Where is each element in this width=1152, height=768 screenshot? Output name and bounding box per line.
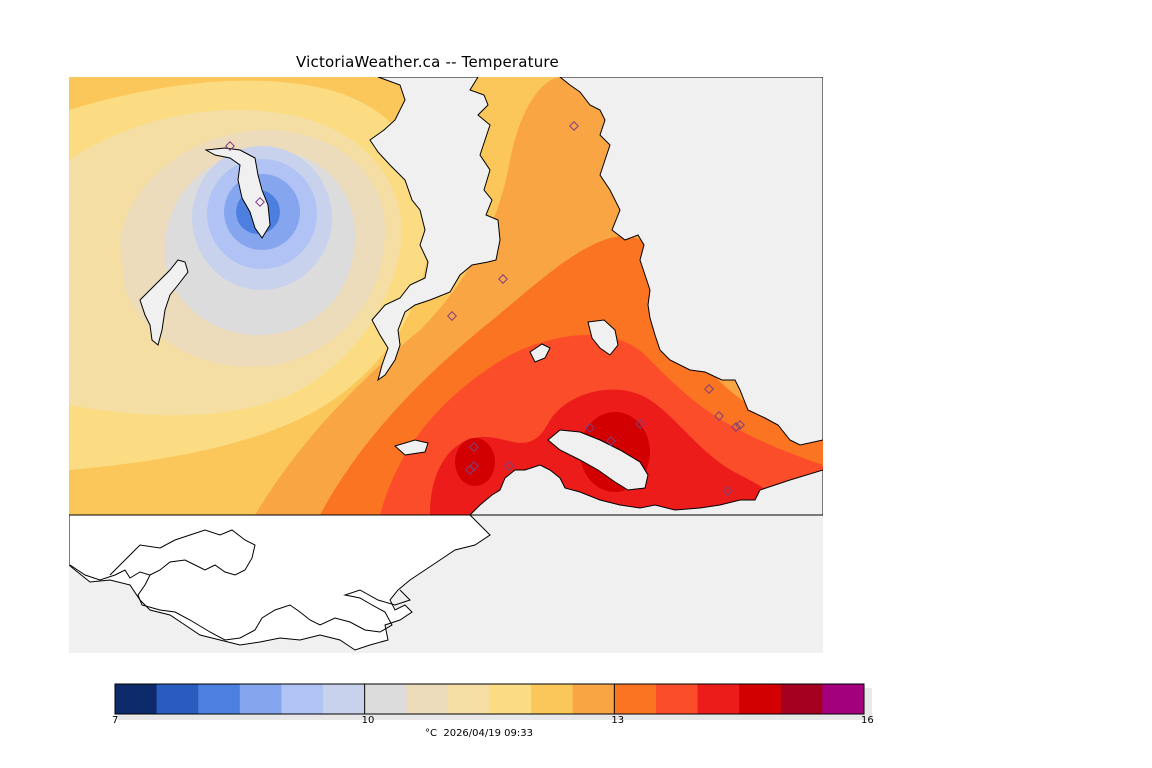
west-inlet-water xyxy=(139,259,189,346)
station-marker xyxy=(635,419,645,429)
station-marker xyxy=(255,197,265,207)
colorbar-swatch xyxy=(281,684,324,714)
island-coastline xyxy=(69,564,411,641)
colorbar-tick-label: 13 xyxy=(611,715,625,726)
juan-de-fuca-water xyxy=(468,464,823,516)
colorbar-swatch xyxy=(364,684,407,714)
colorbar-swatch xyxy=(406,684,449,714)
colorbar-swatch xyxy=(115,684,158,714)
saanich-inlet-water xyxy=(369,77,501,382)
colorbar-swatch xyxy=(572,684,615,714)
colorbar-swatch xyxy=(780,684,823,714)
map-title: VictoriaWeather.ca -- Temperature xyxy=(296,53,559,71)
colorbar-tick-label: 7 xyxy=(112,715,119,726)
contour-15-west xyxy=(455,438,495,486)
colorbar-tick-label: 10 xyxy=(361,715,375,726)
station-marker xyxy=(465,465,475,475)
colorbar-swatches xyxy=(115,684,865,714)
colorbar-tick-label: 16 xyxy=(861,715,874,726)
colorbar-swatch xyxy=(156,684,199,714)
station-marker xyxy=(735,420,745,430)
colorbar-ticks xyxy=(114,684,865,714)
colorbar-swatch xyxy=(739,684,782,714)
station-marker xyxy=(225,141,235,151)
station-marker xyxy=(569,121,579,131)
north-lake-water xyxy=(204,147,271,239)
station-marker xyxy=(723,486,733,496)
station-marker xyxy=(498,274,508,284)
colorbar-swatch xyxy=(531,684,574,714)
station-marker xyxy=(504,461,514,471)
colorbar-swatch xyxy=(447,684,490,714)
station-marker xyxy=(447,311,457,321)
station-marker xyxy=(585,423,595,433)
lake-1 xyxy=(587,319,619,356)
water-overlay xyxy=(139,77,823,516)
island-coastline-2 xyxy=(109,529,256,576)
lake-2 xyxy=(529,343,551,363)
colorbar-swatch xyxy=(323,684,366,714)
colorbar-swatch xyxy=(239,684,282,714)
station-marker xyxy=(714,411,724,421)
station-marker xyxy=(469,442,479,452)
station-marker xyxy=(606,436,616,446)
colorbar-swatch xyxy=(198,684,241,714)
colorbar-swatch xyxy=(489,684,532,714)
weather-stations xyxy=(225,121,745,496)
colorbar-caption: °C 2026/04/19 09:33 xyxy=(425,728,533,739)
colorbar-swatch xyxy=(614,684,657,714)
colorbar-swatch xyxy=(822,684,865,714)
lake-3 xyxy=(394,439,429,456)
station-marker xyxy=(704,384,714,394)
colorbar-swatch xyxy=(697,684,740,714)
colorbar-swatch xyxy=(655,684,699,714)
station-marker xyxy=(731,422,741,432)
inner-harbour-water xyxy=(547,429,649,491)
haro-strait-water xyxy=(559,77,823,446)
